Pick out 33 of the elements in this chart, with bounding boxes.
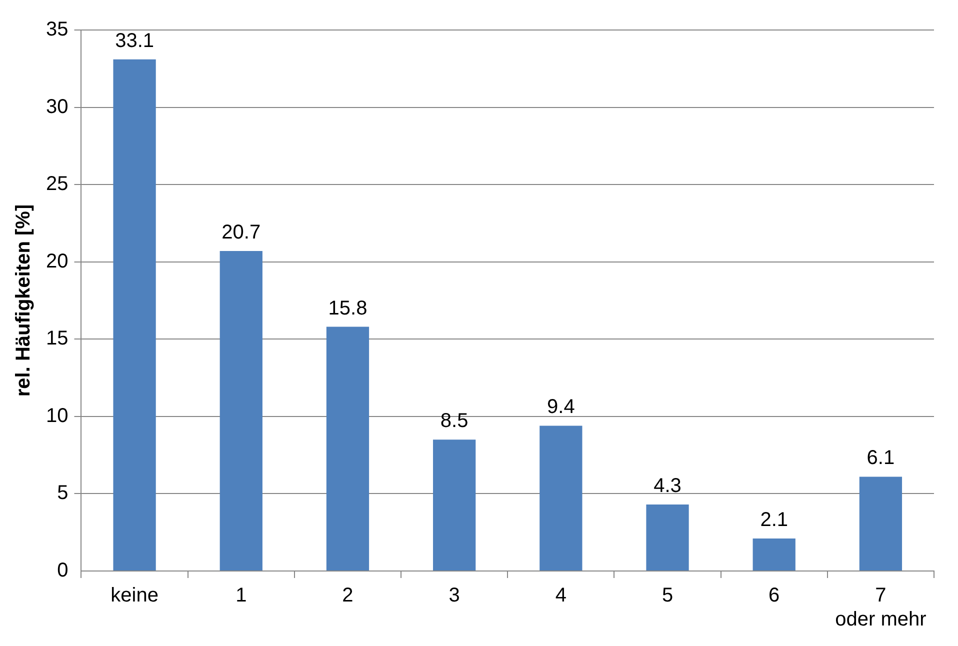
bar <box>859 476 902 570</box>
x-tick-label: 5 <box>662 584 674 607</box>
y-tick-label: 10 <box>46 404 68 427</box>
y-tick-label: 30 <box>46 96 68 118</box>
data-label: 2.1 <box>760 509 788 532</box>
data-label: 33.1 <box>115 30 154 52</box>
x-tick-label: 6 <box>768 584 780 607</box>
x-tick-label: 7 oder mehr <box>835 584 927 631</box>
bar <box>752 538 796 570</box>
data-label: 8.5 <box>440 410 468 432</box>
data-label: 6.1 <box>866 447 895 470</box>
bar <box>433 440 476 570</box>
x-tick-label: 4 <box>555 584 566 607</box>
y-tick-label: 0 <box>57 560 68 582</box>
x-tick-label: 2 <box>342 584 354 607</box>
data-label: 9.4 <box>547 396 575 418</box>
y-tick-label: 15 <box>46 328 68 350</box>
bar <box>220 251 262 570</box>
x-tick-label: 1 <box>236 584 247 607</box>
bar <box>326 326 370 570</box>
x-tick-label: keine <box>110 584 158 607</box>
bar <box>113 59 156 570</box>
bar <box>540 426 582 570</box>
bar <box>646 504 689 570</box>
y-tick-label: 25 <box>46 173 68 196</box>
y-tick-label: 35 <box>46 18 68 41</box>
y-tick-label: 20 <box>46 250 68 272</box>
data-label: 15.8 <box>328 297 368 320</box>
y-axis-title: rel. Häufigkeiten [%] <box>12 204 35 397</box>
data-label: 4.3 <box>654 475 682 498</box>
data-label: 20.7 <box>222 222 261 244</box>
y-tick-label: 5 <box>57 482 68 504</box>
x-tick-label: 3 <box>448 584 460 607</box>
